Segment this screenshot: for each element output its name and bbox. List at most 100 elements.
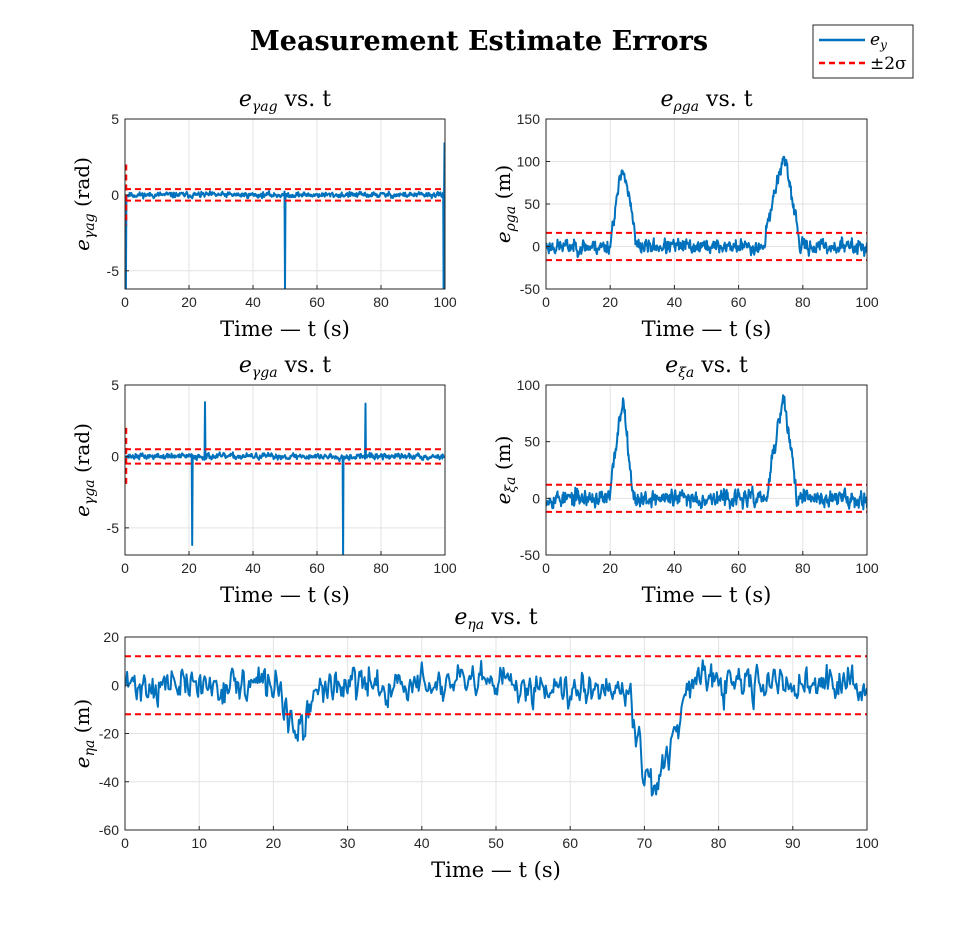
panel-title-main: e xyxy=(660,87,673,112)
axes-box xyxy=(124,384,446,556)
panel-title-sub: ηa xyxy=(467,617,484,633)
x-axis-label: Time — t (s) xyxy=(220,583,350,607)
x-tick-label: 40 xyxy=(245,294,261,310)
panel-title-suffix: vs. t xyxy=(278,353,332,378)
x-tick-label: 100 xyxy=(855,560,879,576)
panel-title-suffix: vs. t xyxy=(484,605,538,630)
y-axis-label: eηa (m) xyxy=(70,699,98,769)
y-axis-label-sub: ηa xyxy=(82,740,98,757)
y-axis-label-main: e xyxy=(491,493,515,505)
panel-title: eηa vs. t xyxy=(454,605,537,633)
y-tick-label: 0 xyxy=(111,448,119,464)
y-tick-label: 5 xyxy=(111,111,119,127)
legend-label-bound: ±2σ xyxy=(870,54,907,74)
y-tick-label: 100 xyxy=(517,377,541,393)
x-tick-label: 0 xyxy=(542,294,550,310)
panel-title: eγga vs. t xyxy=(239,353,331,381)
x-tick-label: 100 xyxy=(433,294,457,310)
y-tick-label: 100 xyxy=(517,154,541,170)
x-tick-label: 60 xyxy=(309,294,325,310)
y-tick-label: -50 xyxy=(520,281,540,297)
y-axis-label-main: e xyxy=(70,239,94,251)
x-tick-label: 40 xyxy=(667,560,683,576)
panel-title-sub: γag xyxy=(252,99,278,115)
x-tick-label: 20 xyxy=(602,294,618,310)
x-tick-label: 60 xyxy=(309,560,325,576)
y-axis-label-main: e xyxy=(70,505,94,517)
x-tick-label: 20 xyxy=(181,560,197,576)
y-axis-label: eξa (m) xyxy=(491,436,519,505)
x-tick-label: 60 xyxy=(562,835,578,851)
y-axis-label-unit: (rad) xyxy=(70,157,94,213)
series-line-ey xyxy=(125,659,867,797)
y-axis-label: eρga (m) xyxy=(491,165,519,243)
series-line-ey xyxy=(125,142,445,289)
panel-title-sub: γga xyxy=(252,365,278,381)
x-tick-label: 50 xyxy=(488,835,504,851)
y-tick-label: -5 xyxy=(107,520,120,536)
x-tick-label: 90 xyxy=(785,835,801,851)
x-axis-label: Time — t (s) xyxy=(220,317,350,341)
y-axis-label-main: e xyxy=(70,756,94,768)
x-axis-label: Time — t (s) xyxy=(431,858,561,882)
y-tick-label: 150 xyxy=(517,111,541,127)
x-tick-label: 30 xyxy=(340,835,356,851)
y-tick-label: -20 xyxy=(99,726,119,742)
y-tick-label: 50 xyxy=(524,196,540,212)
x-tick-label: 0 xyxy=(121,560,129,576)
x-tick-label: 100 xyxy=(855,294,879,310)
y-axis-label: eγga (rad) xyxy=(70,423,98,517)
panel-title-suffix: vs. t xyxy=(694,353,748,378)
x-tick-label: 100 xyxy=(855,835,879,851)
y-axis-label-unit: (m) xyxy=(491,165,515,206)
panel-title-main: e xyxy=(454,605,467,630)
x-tick-label: 100 xyxy=(433,560,457,576)
x-tick-label: 0 xyxy=(121,835,129,851)
x-tick-label: 20 xyxy=(181,294,197,310)
panel-title-main: e xyxy=(239,87,252,112)
legend: ey±2σ xyxy=(812,24,914,79)
y-tick-label: 0 xyxy=(111,187,119,203)
plot-marks xyxy=(125,401,445,555)
axes-box xyxy=(545,384,868,556)
panel-title-suffix: vs. t xyxy=(278,87,332,112)
panel-title-main: e xyxy=(665,353,678,378)
panel-title: eρga vs. t xyxy=(660,87,752,115)
y-tick-label: -40 xyxy=(99,774,119,790)
y-tick-label: 20 xyxy=(103,629,119,645)
x-tick-label: 40 xyxy=(414,835,430,851)
panel-title-sub: ρga xyxy=(672,99,699,115)
x-tick-label: 80 xyxy=(795,294,811,310)
axes-box xyxy=(124,118,446,290)
x-tick-label: 80 xyxy=(373,560,389,576)
y-tick-label: -50 xyxy=(520,547,540,563)
x-tick-label: 20 xyxy=(266,835,282,851)
legend-box xyxy=(812,24,914,79)
plot-area xyxy=(125,385,445,555)
panel-title-suffix: vs. t xyxy=(699,87,753,112)
x-tick-label: 0 xyxy=(542,560,550,576)
y-axis-label-unit: (rad) xyxy=(70,423,94,479)
plot-area xyxy=(546,385,867,555)
x-tick-label: 80 xyxy=(711,835,727,851)
x-tick-label: 60 xyxy=(731,560,747,576)
x-tick-label: 0 xyxy=(121,294,129,310)
plot-marks xyxy=(546,394,867,513)
series-line-ey xyxy=(125,401,445,555)
y-axis-label-unit: (m) xyxy=(491,436,515,477)
x-tick-label: 40 xyxy=(667,294,683,310)
x-tick-label: 60 xyxy=(731,294,747,310)
panel-title: eξa vs. t xyxy=(665,353,748,381)
y-tick-label: 0 xyxy=(532,490,540,506)
y-axis-label-sub: γga xyxy=(82,479,98,505)
y-axis-label: eγag (rad) xyxy=(70,157,98,251)
x-tick-label: 40 xyxy=(245,560,261,576)
y-tick-label: 5 xyxy=(111,377,119,393)
panel-title-sub: ξa xyxy=(678,365,694,381)
plot-marks xyxy=(125,655,867,797)
